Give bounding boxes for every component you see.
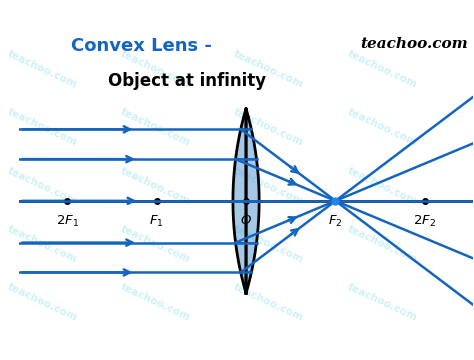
Text: teachoo.com: teachoo.com: [346, 165, 419, 206]
Text: $2F_2$: $2F_2$: [413, 214, 437, 229]
Text: teachoo.com: teachoo.com: [6, 224, 79, 265]
Text: teachoo.com: teachoo.com: [6, 49, 79, 90]
Text: teachoo.com: teachoo.com: [119, 107, 192, 148]
Text: teachoo.com: teachoo.com: [346, 282, 419, 323]
Text: teachoo.com: teachoo.com: [360, 37, 468, 51]
Text: teachoo.com: teachoo.com: [232, 165, 305, 206]
Polygon shape: [233, 108, 259, 293]
Text: teachoo.com: teachoo.com: [119, 165, 192, 206]
Text: teachoo.com: teachoo.com: [6, 107, 79, 148]
Text: $O$: $O$: [240, 214, 252, 227]
Text: $F_1$: $F_1$: [149, 214, 164, 229]
Text: $F_2$: $F_2$: [328, 214, 343, 229]
Text: teachoo.com: teachoo.com: [119, 282, 192, 323]
Text: teachoo.com: teachoo.com: [6, 165, 79, 206]
Text: $2F_1$: $2F_1$: [55, 214, 79, 229]
Text: teachoo.com: teachoo.com: [232, 107, 305, 148]
Text: Convex Lens -: Convex Lens -: [72, 37, 212, 55]
Text: teachoo.com: teachoo.com: [346, 49, 419, 90]
Text: Object at infinity: Object at infinity: [108, 72, 266, 90]
Text: teachoo.com: teachoo.com: [232, 49, 305, 90]
Text: teachoo.com: teachoo.com: [119, 49, 192, 90]
Text: teachoo.com: teachoo.com: [119, 224, 192, 265]
Text: teachoo.com: teachoo.com: [232, 224, 305, 265]
Text: teachoo.com: teachoo.com: [6, 282, 79, 323]
Text: teachoo.com: teachoo.com: [346, 107, 419, 148]
Text: teachoo.com: teachoo.com: [346, 224, 419, 265]
Text: teachoo.com: teachoo.com: [232, 282, 305, 323]
